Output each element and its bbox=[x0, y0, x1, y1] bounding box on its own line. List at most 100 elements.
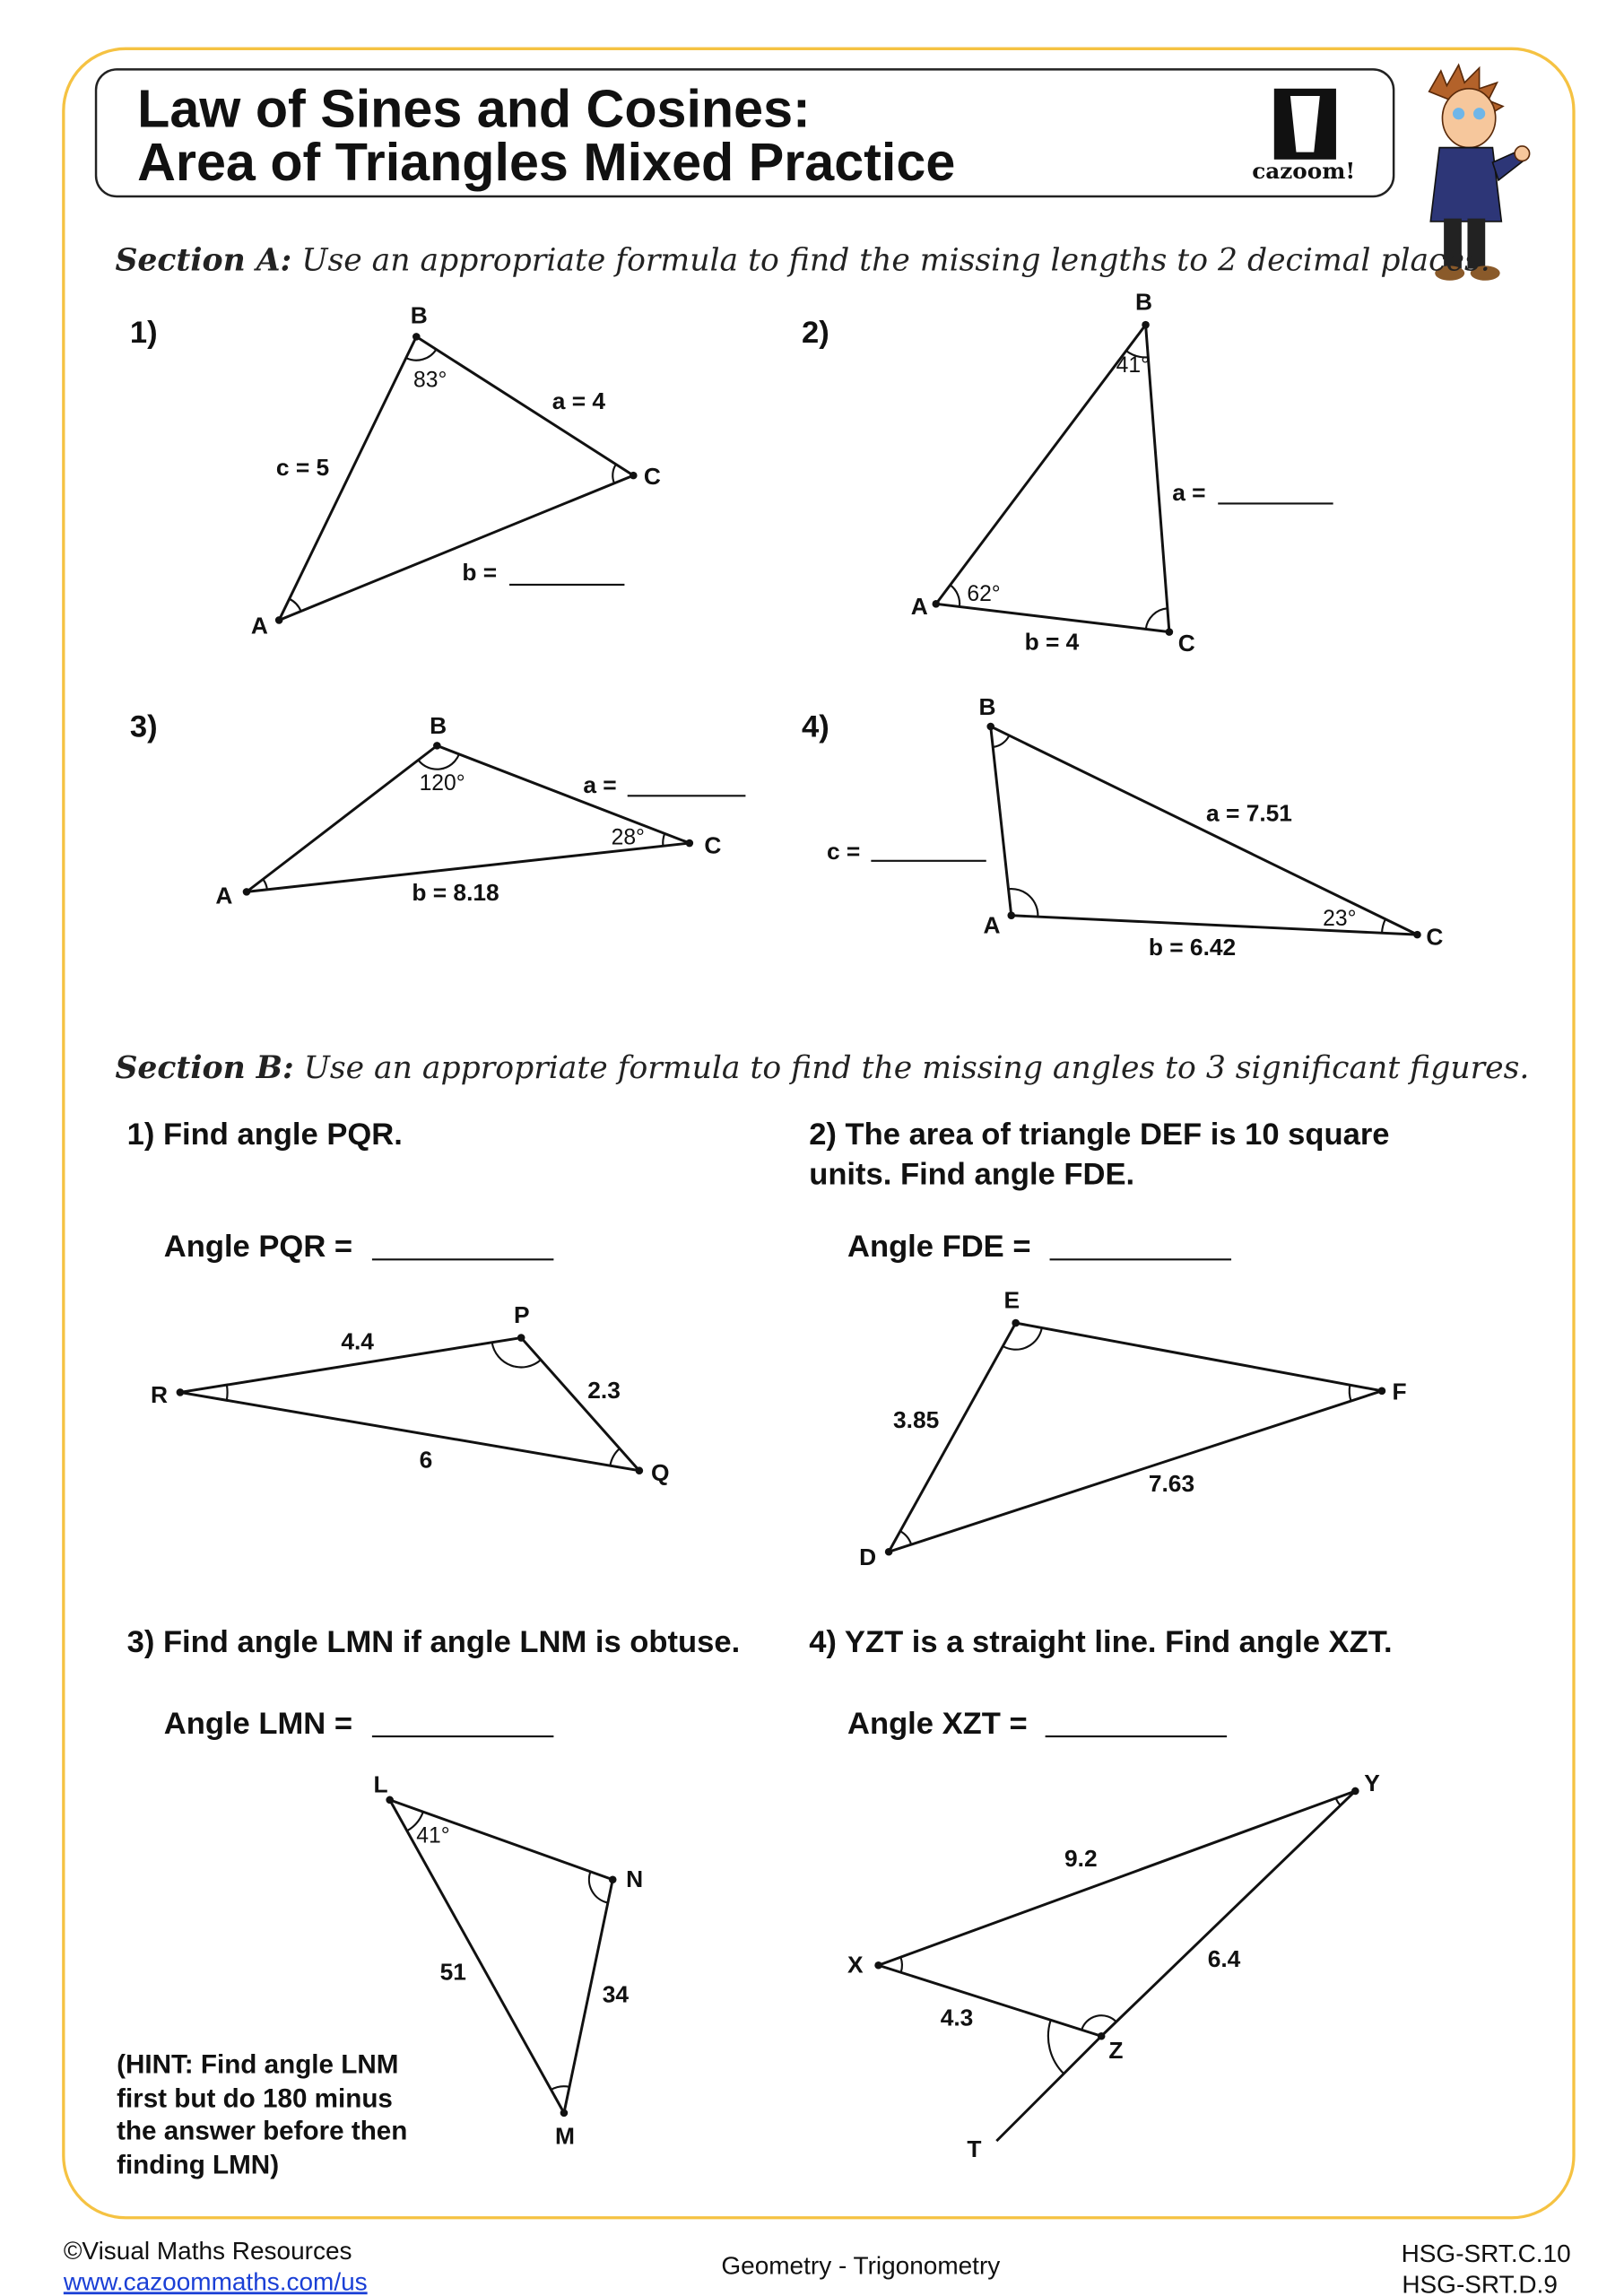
side-b-label: b = bbox=[462, 559, 497, 586]
svg-text:finding LMN): finding LMN) bbox=[117, 2150, 279, 2179]
svg-text:the answer before then: the answer before then bbox=[117, 2116, 407, 2145]
question-text-line-1: 2) The area of triangle DEF is 10 square bbox=[809, 1118, 1389, 1152]
vertex-label-y: Y bbox=[1364, 1770, 1380, 1796]
vertex-label-z: Z bbox=[1108, 2037, 1123, 2064]
angle-arc bbox=[1008, 888, 1039, 918]
question-text: 3) Find angle LMN if angle LNM is obtuse… bbox=[127, 1625, 741, 1659]
title-box bbox=[94, 68, 1395, 198]
side-c-label: c = 5 bbox=[276, 454, 329, 481]
vertex-point-x bbox=[874, 1961, 882, 1970]
side-qr bbox=[179, 1391, 640, 1473]
header: Law of Sines and Cosines: Area of Triang… bbox=[94, 63, 1531, 281]
angle-a-label: 62° bbox=[967, 582, 1000, 606]
vertex-point-n bbox=[608, 1875, 617, 1884]
vertex-label-e: E bbox=[1004, 1287, 1020, 1314]
vertex-label-p: P bbox=[514, 1301, 530, 1328]
angle-c-label: 28° bbox=[612, 826, 645, 850]
vertex-label-c: C bbox=[1178, 630, 1195, 657]
vertex-point-z bbox=[1097, 2031, 1106, 2040]
vertex-point-b bbox=[413, 333, 421, 341]
angle-arc bbox=[1002, 1327, 1043, 1351]
side-ab bbox=[989, 726, 1013, 916]
problem-number: 1) bbox=[130, 316, 158, 350]
triangle-abc bbox=[274, 333, 638, 624]
vertex-label-b: B bbox=[411, 302, 428, 329]
angle-arc bbox=[609, 1448, 621, 1466]
vertex-label-a: A bbox=[215, 883, 232, 909]
side-ef bbox=[1015, 1321, 1383, 1393]
triangle-pqr bbox=[176, 1334, 644, 1474]
section-a-problem-3: 3) B 120° a = 28° C A b = 8.18 bbox=[130, 710, 746, 909]
angle-c-label: 23° bbox=[1323, 907, 1356, 931]
question-text: 1) Find angle PQR. bbox=[127, 1118, 403, 1152]
hint-text: (HINT: Find angle LNM first but do 180 m… bbox=[117, 2049, 407, 2179]
vertex-label-x: X bbox=[847, 1951, 864, 1978]
vertex-point-b bbox=[433, 742, 441, 750]
topic-text: Geometry - Trigonometry bbox=[721, 2251, 1000, 2279]
cartoon-character-image bbox=[1428, 63, 1531, 281]
vertex-point-a bbox=[242, 888, 251, 896]
vertex-label-c: C bbox=[704, 832, 721, 859]
section-a-problem-4: 4) B a = 7.51 c = A 23° b = 6.42 C bbox=[802, 693, 1443, 961]
angle-arc bbox=[1380, 918, 1386, 934]
side-yz bbox=[1100, 1789, 1357, 2038]
side-ab bbox=[934, 324, 1147, 605]
vertex-label-a: A bbox=[983, 911, 1000, 938]
logo-text: cazoom! bbox=[1252, 158, 1355, 184]
vertex-label-f: F bbox=[1392, 1378, 1406, 1405]
side-fd bbox=[888, 1389, 1383, 1553]
vertex-point-c bbox=[1165, 628, 1174, 636]
question-text: 4) YZT is a straight line. Find angle XZ… bbox=[809, 1625, 1392, 1659]
vertex-point-r bbox=[176, 1388, 185, 1396]
side-b-label: b = 4 bbox=[1025, 628, 1080, 655]
vertex-point-a bbox=[932, 600, 941, 608]
vertex-label-b: B bbox=[979, 693, 996, 720]
vertex-point-d bbox=[884, 1547, 893, 1556]
side-ca bbox=[1011, 914, 1418, 936]
angle-arc bbox=[993, 735, 1011, 748]
side-bc bbox=[415, 335, 635, 477]
side-ml bbox=[388, 1799, 566, 2114]
side-xy-label: 9.2 bbox=[1064, 1845, 1098, 1872]
angle-b-label: 83° bbox=[413, 368, 447, 392]
answer-label: Angle LMN = bbox=[164, 1707, 352, 1741]
angle-b-label: 120° bbox=[420, 771, 465, 796]
svg-text:first but do 180 minus: first but do 180 minus bbox=[117, 2083, 393, 2113]
title-line-2: Area of Triangles Mixed Practice bbox=[137, 132, 955, 192]
side-c-label: c = bbox=[827, 838, 860, 865]
angle-arc bbox=[662, 832, 666, 847]
side-xz-label: 4.3 bbox=[941, 2005, 974, 2031]
angle-b-label: 41° bbox=[1116, 353, 1150, 378]
side-b-label: b = 6.42 bbox=[1149, 934, 1236, 961]
angle-l-label: 41° bbox=[416, 1824, 449, 1848]
side-ln bbox=[389, 1798, 613, 1882]
side-a-label: a = 7.51 bbox=[1206, 799, 1292, 826]
side-rp bbox=[179, 1336, 522, 1394]
side-zx bbox=[878, 1963, 1102, 2038]
section-a-problem-2: 2) B 41° a = 62° A b = 4 C bbox=[802, 289, 1333, 657]
angle-arc bbox=[1348, 1385, 1352, 1402]
triangle-def bbox=[884, 1318, 1386, 1556]
footer: ©Visual Maths Resources www.cazoommaths.… bbox=[63, 2237, 1571, 2296]
vertex-label-r: R bbox=[151, 1381, 168, 1408]
vertex-label-c: C bbox=[1426, 924, 1443, 951]
side-ca bbox=[246, 841, 690, 893]
side-ca bbox=[278, 474, 634, 622]
triangle-abc bbox=[242, 742, 694, 896]
angle-arc bbox=[289, 597, 302, 612]
section-b-problem-2: 2) The area of triangle DEF is 10 square… bbox=[809, 1118, 1406, 1570]
website-link[interactable]: www.cazoommaths.com/us bbox=[63, 2267, 368, 2295]
angle-arc bbox=[899, 1530, 913, 1545]
vertex-point-m bbox=[560, 2109, 569, 2118]
side-pq bbox=[520, 1336, 640, 1472]
section-b-problem-1: 1) Find angle PQR. Angle PQR = 4.4 P 2.3… bbox=[127, 1118, 670, 1486]
side-nm-label: 34 bbox=[603, 1980, 630, 2007]
side-zy-label: 6.4 bbox=[1208, 1945, 1241, 1972]
side-bc bbox=[1144, 325, 1171, 632]
side-lm-label: 51 bbox=[440, 1959, 466, 1986]
vertex-point-c bbox=[685, 839, 694, 848]
answer-label: Angle PQR = bbox=[164, 1230, 352, 1264]
problem-number: 4) bbox=[802, 710, 829, 744]
angle-arc bbox=[1125, 350, 1149, 359]
triangle-abc bbox=[932, 320, 1174, 636]
